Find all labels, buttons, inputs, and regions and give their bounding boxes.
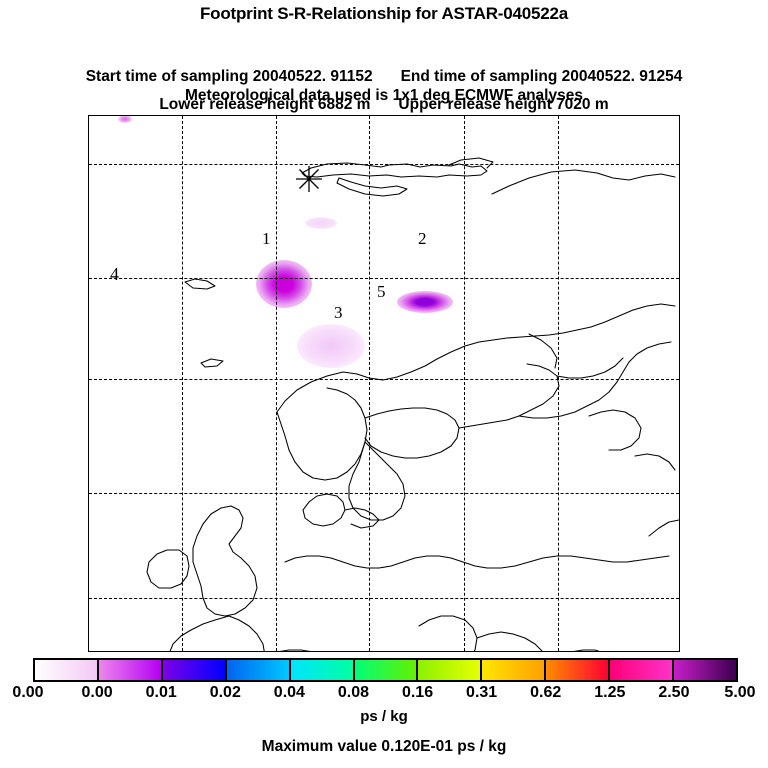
meteorological-data-label: Meteorological data used is 1x1 deg ECMW… bbox=[185, 87, 583, 104]
colorbar-segment-8 bbox=[546, 660, 611, 680]
colorbar-tick-0: 0.00 bbox=[12, 684, 44, 701]
colorbar-tick-9: 1.25 bbox=[594, 684, 626, 701]
map-annotation-3: 3 bbox=[334, 303, 343, 322]
start-time-label: Start time of sampling 20040522. 91152 bbox=[85, 68, 373, 85]
colorbar-tick-labels: 0.00 0.00 0.01 0.02 0.04 0.08 0.16 0.31 0.62 1.25… bbox=[0, 684, 768, 704]
coastline-overlay bbox=[146, 157, 679, 651]
upper-release-height-label: Upper release height 7020 m bbox=[398, 96, 609, 113]
release-site-star-icon bbox=[296, 166, 322, 192]
colorbar-tick-7: 0.31 bbox=[466, 684, 498, 701]
gridline-horizontal-0 bbox=[89, 164, 679, 165]
footprint-map-panel: 1 2 3 5 bbox=[88, 115, 680, 652]
colorbar-unit-label: ps / kg bbox=[360, 708, 408, 725]
colorbar-segment-4 bbox=[290, 660, 355, 680]
gridline-vertical-1 bbox=[276, 116, 277, 651]
colorbar-tick-11: 5.00 bbox=[724, 684, 756, 701]
latitude-label-4: 4 bbox=[110, 264, 119, 284]
colorbar-segment-6 bbox=[418, 660, 483, 680]
colorbar-segment-7 bbox=[482, 660, 547, 680]
map-annotation-2: 2 bbox=[418, 229, 427, 248]
colorbar-segment-2 bbox=[162, 660, 227, 680]
colorbar-segment-5 bbox=[354, 660, 419, 680]
colorbar-segment-3 bbox=[226, 660, 291, 680]
gridline-vertical-3 bbox=[464, 116, 465, 651]
colorbar-segment-9 bbox=[610, 660, 675, 680]
gridline-horizontal-3 bbox=[89, 493, 679, 494]
colorbar-tick-1: 0.00 bbox=[81, 684, 113, 701]
colorbar-tick-8: 0.62 bbox=[530, 684, 562, 701]
colorbar-segment-0 bbox=[35, 660, 99, 680]
colorbar-tick-3: 0.02 bbox=[209, 684, 241, 701]
colorbar-tick-10: 2.50 bbox=[658, 684, 690, 701]
lower-release-height-label: Lower release height 6882 m bbox=[159, 96, 371, 113]
gridline-horizontal-4 bbox=[89, 598, 679, 599]
map-annotation-5: 5 bbox=[377, 282, 386, 301]
colorbar-tick-5: 0.08 bbox=[337, 684, 370, 701]
gridline-horizontal-1 bbox=[89, 278, 679, 279]
release-heights-row: Lower release height 6882 m Upper releas… bbox=[0, 60, 768, 150]
gridline-vertical-4 bbox=[558, 116, 559, 651]
map-annotation-1: 1 bbox=[262, 229, 271, 248]
page-title: Footprint S-R-Relationship for ASTAR-040… bbox=[199, 4, 569, 23]
colorbar-tick-2: 0.01 bbox=[145, 684, 177, 701]
gridline-vertical-2 bbox=[369, 116, 370, 651]
gridline-horizontal-2 bbox=[89, 379, 679, 380]
colorbar-segment-10 bbox=[674, 660, 736, 680]
colorbar-tick-4: 0.04 bbox=[273, 684, 305, 701]
gridline-vertical-0 bbox=[182, 116, 183, 651]
colorbar-tick-6: 0.16 bbox=[401, 684, 434, 701]
colorbar-segment-1 bbox=[98, 660, 163, 680]
sampling-times-row: Start time of sampling 20040522. 91152 E… bbox=[0, 32, 768, 122]
colorbar bbox=[33, 658, 738, 682]
colorbar-wrapper bbox=[33, 658, 738, 682]
end-time-label: End time of sampling 20040522. 91254 bbox=[400, 68, 683, 85]
maximum-value-label: Maximum value 0.120E-01 ps / kg bbox=[261, 738, 507, 755]
